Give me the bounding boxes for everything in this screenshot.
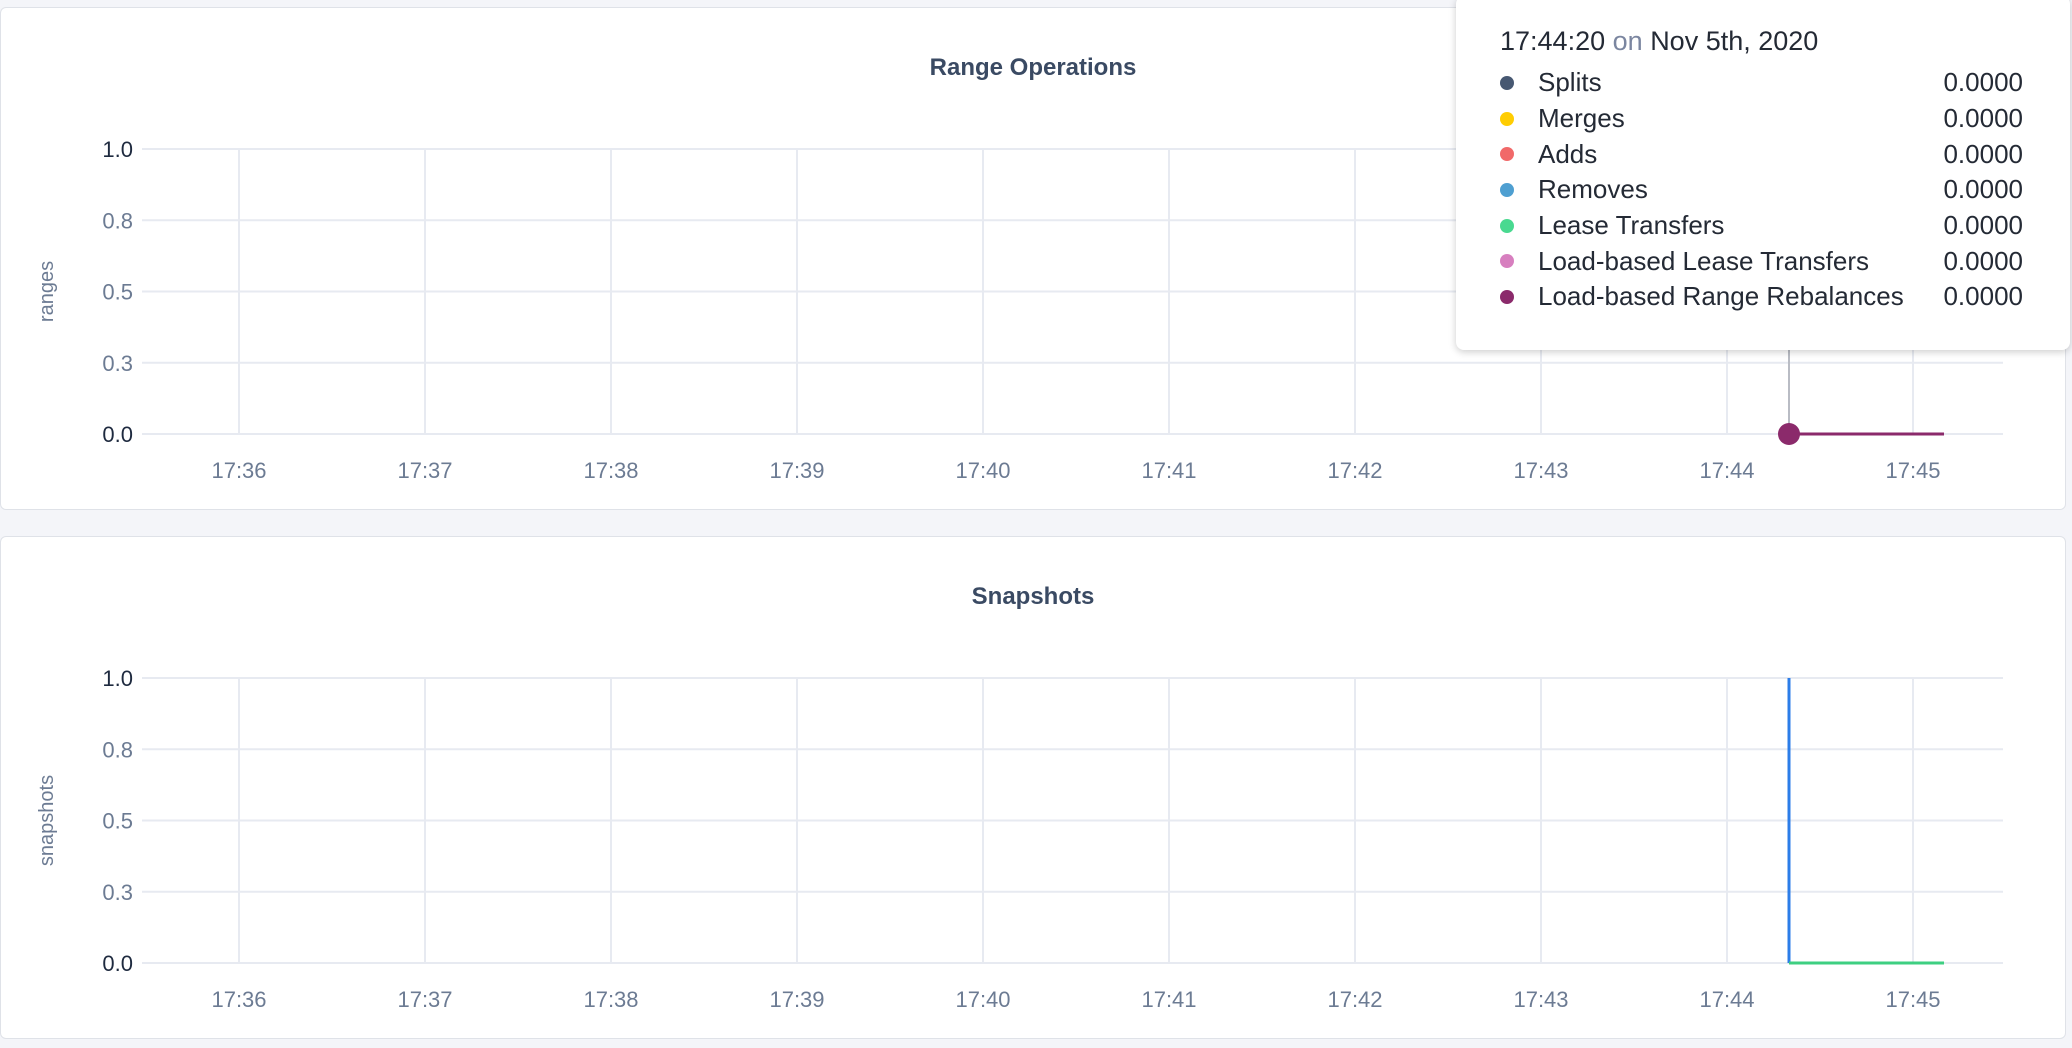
- tooltip-series-label: Removes: [1538, 174, 1648, 205]
- tooltip-series-label: Splits: [1538, 67, 1602, 98]
- x-tick-label: 17:44: [1699, 458, 1754, 483]
- tooltip-row: Load-based Lease Transfers 0.0000: [1500, 243, 2070, 279]
- series-color-dot-icon: [1500, 75, 1514, 90]
- tooltip-series-label: Load-based Range Rebalances: [1538, 281, 1904, 312]
- tooltip-header: 17:44:20 on Nov 5th, 2020: [1500, 26, 2070, 57]
- x-tick-label: 17:45: [1885, 987, 1940, 1012]
- tooltip-row: Load-based Range Rebalances 0.0000: [1500, 279, 2070, 315]
- x-tick-label: 17:44: [1699, 987, 1754, 1012]
- y-tick-label: 0.0: [102, 422, 133, 447]
- tooltip-series-value: 0.0000: [1943, 138, 2023, 169]
- series-color-dot-icon: [1500, 218, 1514, 233]
- series-color-dot-icon: [1500, 111, 1514, 126]
- tooltip-row: Adds 0.0000: [1500, 136, 2070, 172]
- tooltip-row: Removes 0.0000: [1500, 172, 2070, 208]
- x-tick-label: 17:37: [397, 458, 452, 483]
- hover-point: [1778, 423, 1800, 445]
- x-tick-label: 17:39: [769, 987, 824, 1012]
- hover-tooltip: 17:44:20 on Nov 5th, 2020 Splits 0.0000 Me…: [1456, 0, 2070, 350]
- x-tick-label: 17:42: [1327, 987, 1382, 1012]
- y-tick-label: 0.3: [102, 880, 133, 905]
- tooltip-row: Splits 0.0000: [1500, 65, 2070, 101]
- series-color-dot-icon: [1500, 254, 1514, 269]
- y-tick-label: 0.8: [102, 737, 133, 762]
- x-tick-label: 17:40: [955, 458, 1010, 483]
- x-tick-label: 17:43: [1513, 987, 1568, 1012]
- tooltip-on: on: [1612, 26, 1643, 56]
- y-axis-label: snapshots: [36, 775, 58, 866]
- x-tick-label: 17:38: [583, 458, 638, 483]
- series-color-dot-icon: [1500, 147, 1514, 162]
- tooltip-row: Merges 0.0000: [1500, 101, 2070, 137]
- x-tick-label: 17:45: [1885, 458, 1940, 483]
- series-color-dot-icon: [1500, 289, 1514, 304]
- tooltip-row: Lease Transfers 0.0000: [1500, 208, 2070, 244]
- chart-title: Snapshots: [971, 583, 1095, 610]
- tooltip-series-value: 0.0000: [1943, 103, 2023, 134]
- y-tick-label: 1.0: [102, 137, 133, 162]
- snapshots-panel: Snapshots 0.0 0.3 0.5 0.8 1.0 17:36 17:37 17:38…: [0, 536, 2066, 1039]
- tooltip-time: 17:44:20: [1500, 26, 1606, 56]
- x-tick-label: 17:43: [1513, 458, 1568, 483]
- y-tick-label: 0.5: [102, 809, 133, 834]
- tooltip-series-label: Lease Transfers: [1538, 210, 1725, 241]
- y-axis-label: ranges: [36, 261, 58, 322]
- series-color-dot-icon: [1500, 182, 1514, 197]
- tooltip-series-label: Load-based Lease Transfers: [1538, 245, 1869, 276]
- x-tick-label: 17:36: [211, 987, 266, 1012]
- x-tick-label: 17:39: [769, 458, 824, 483]
- tooltip-series-label: Merges: [1538, 103, 1625, 134]
- x-tick-label: 17:37: [397, 987, 452, 1012]
- x-tick-label: 17:40: [955, 987, 1010, 1012]
- chart-title: Range Operations: [929, 54, 1137, 81]
- x-tick-label: 17:41: [1141, 458, 1196, 483]
- y-tick-label: 0.8: [102, 208, 133, 233]
- tooltip-date: Nov 5th, 2020: [1650, 26, 1819, 56]
- tooltip-series-value: 0.0000: [1943, 174, 2023, 205]
- tooltip-series-value: 0.0000: [1943, 210, 2023, 241]
- x-tick-label: 17:36: [211, 458, 266, 483]
- tooltip-series-value: 0.0000: [1943, 281, 2023, 312]
- y-tick-label: 0.5: [102, 280, 133, 305]
- tooltip-series-value: 0.0000: [1943, 245, 2023, 276]
- y-tick-label: 0.0: [102, 951, 133, 976]
- snapshots-chart[interactable]: 0.0 0.3 0.5 0.8 1.0 17:36 17:37 17:38 17:39 17:40…: [1, 537, 2067, 1040]
- tooltip-series-value: 0.0000: [1943, 67, 2023, 98]
- y-tick-label: 0.3: [102, 351, 133, 376]
- x-tick-label: 17:42: [1327, 458, 1382, 483]
- x-tick-label: 17:38: [583, 987, 638, 1012]
- x-tick-label: 17:41: [1141, 987, 1196, 1012]
- tooltip-series-label: Adds: [1538, 138, 1598, 169]
- y-tick-label: 1.0: [102, 666, 133, 691]
